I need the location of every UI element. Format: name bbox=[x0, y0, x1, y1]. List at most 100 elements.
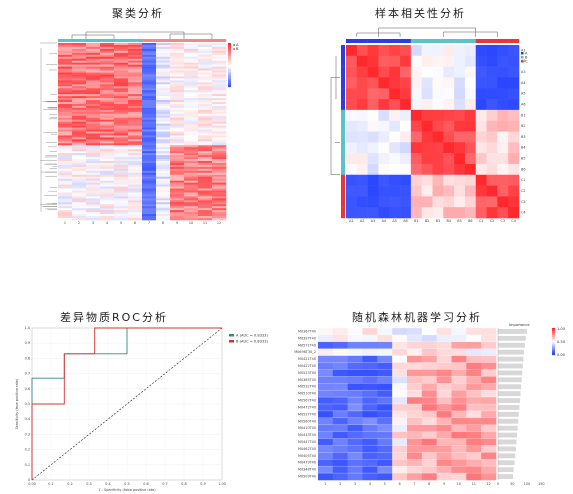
heatmap-cell bbox=[86, 161, 101, 164]
heatmap-cell bbox=[58, 153, 73, 156]
heatmap-cell bbox=[198, 143, 213, 146]
heatmap-cell bbox=[198, 96, 213, 99]
heatmap-cell bbox=[184, 127, 199, 130]
heatmap-cell bbox=[128, 164, 143, 168]
heatmap-colorkey-cell bbox=[228, 60, 231, 63]
rf-heatmap-cell bbox=[392, 438, 408, 446]
heatmap-cell bbox=[198, 137, 213, 140]
heatmap-cell bbox=[58, 137, 73, 140]
heatmap-cell bbox=[58, 119, 73, 122]
heatmap-cell bbox=[100, 214, 115, 217]
heatmap-cell bbox=[170, 109, 185, 113]
heatmap-cell bbox=[212, 214, 227, 217]
corr-cell bbox=[389, 109, 401, 121]
heatmap-cell bbox=[212, 133, 227, 136]
rf-heatmap-cell bbox=[407, 404, 423, 412]
rf-heatmap-cell bbox=[362, 452, 378, 460]
heatmap-cell bbox=[198, 202, 213, 205]
corr-cell bbox=[454, 88, 466, 100]
heatmap-cell bbox=[114, 206, 129, 209]
heatmap-cell bbox=[170, 137, 185, 140]
heatmap-cell bbox=[114, 70, 129, 73]
corr-cell bbox=[486, 142, 498, 154]
roc-y-tick: 1.0 bbox=[25, 326, 30, 330]
corr-cell bbox=[497, 207, 509, 219]
heatmap-cell bbox=[212, 141, 227, 144]
rf-heatmap-cell bbox=[318, 383, 334, 391]
heatmap-cell bbox=[128, 115, 143, 119]
heatmap-cell bbox=[156, 62, 171, 65]
heatmap-cell bbox=[184, 155, 199, 158]
heatmap-legend-swatch-a bbox=[233, 44, 235, 46]
heatmap-cell bbox=[170, 96, 185, 99]
heatmap-cell bbox=[72, 115, 87, 119]
corr-cell bbox=[389, 174, 401, 186]
heatmap-cell bbox=[86, 60, 101, 63]
heatmap-cell bbox=[142, 107, 157, 111]
heatmap-cell bbox=[100, 62, 115, 65]
heatmap-cell bbox=[198, 102, 213, 105]
heatmap-cell bbox=[100, 192, 115, 195]
heatmap-cell bbox=[184, 60, 199, 63]
roc-y-tick: 0.2 bbox=[25, 448, 30, 452]
random-forest-title: 随机森林机器学习分析 bbox=[352, 311, 482, 324]
rf-feature-label: M0532T40 bbox=[298, 385, 316, 389]
heatmap-cell bbox=[58, 60, 73, 63]
heatmap-cell bbox=[170, 60, 185, 63]
heatmap-cell bbox=[86, 66, 101, 69]
rf-heatmap-cell bbox=[362, 328, 378, 336]
heatmap-cell bbox=[212, 190, 227, 193]
corr-cell bbox=[421, 131, 433, 143]
heatmap-cell bbox=[114, 125, 129, 128]
heatmap-cell bbox=[72, 170, 87, 174]
rf-heatmap-cell bbox=[362, 424, 378, 432]
heatmap-cell bbox=[156, 50, 171, 54]
heatmap-cell bbox=[128, 188, 143, 191]
rf-heatmap-cell bbox=[377, 459, 393, 467]
rf-heatmap-cell bbox=[436, 390, 452, 398]
heatmap-cell bbox=[58, 64, 73, 67]
heatmap-cell bbox=[184, 115, 199, 119]
heatmap-cell bbox=[142, 76, 157, 79]
heatmap-cell bbox=[114, 43, 129, 46]
heatmap-cell bbox=[58, 62, 73, 65]
heatmap-cell bbox=[100, 151, 115, 154]
heatmap-cell bbox=[198, 135, 213, 138]
rf-heatmap-cell bbox=[377, 410, 393, 419]
heatmap-cell bbox=[114, 214, 129, 217]
heatmap-cell bbox=[58, 103, 73, 107]
rf-heatmap-cell bbox=[347, 390, 363, 398]
rf-heatmap-cell bbox=[347, 410, 363, 419]
heatmap-cell bbox=[100, 90, 115, 93]
heatmap-cell bbox=[156, 214, 171, 217]
heatmap-cell bbox=[114, 62, 129, 65]
rf-heatmap-cell bbox=[421, 459, 437, 467]
corr-cell bbox=[486, 120, 498, 132]
heatmap-cell bbox=[58, 88, 73, 91]
corr-cell bbox=[356, 99, 368, 111]
rf-heatmap-cell bbox=[377, 452, 393, 460]
heatmap-cell bbox=[128, 52, 143, 56]
heatmap-cell bbox=[86, 202, 101, 205]
corr-cell bbox=[367, 45, 379, 57]
rf-heatmap-cell bbox=[318, 397, 334, 405]
rf-heatmap-cell bbox=[451, 466, 467, 474]
heatmap-cell bbox=[86, 86, 101, 89]
roc-title: 差异物质ROC分析 bbox=[60, 311, 168, 324]
heatmap-cell bbox=[100, 125, 115, 128]
heatmap-cell bbox=[58, 174, 73, 178]
heatmap-cell bbox=[170, 62, 185, 65]
heatmap-cell bbox=[198, 60, 213, 63]
heatmap-cell bbox=[184, 210, 199, 213]
rf-heatmap-cell bbox=[436, 445, 452, 453]
corr-cell bbox=[454, 142, 466, 154]
heatmap-legend-swatch-b bbox=[233, 48, 235, 50]
heatmap-cell bbox=[198, 54, 213, 58]
heatmap-cell bbox=[170, 123, 185, 126]
corr-row-label: C2 bbox=[521, 189, 526, 193]
rf-heatmap-cell bbox=[332, 466, 348, 474]
heatmap-cell bbox=[156, 119, 171, 122]
corr-cell bbox=[497, 185, 509, 197]
heatmap-cell bbox=[100, 166, 115, 170]
heatmap-cell bbox=[170, 129, 185, 132]
